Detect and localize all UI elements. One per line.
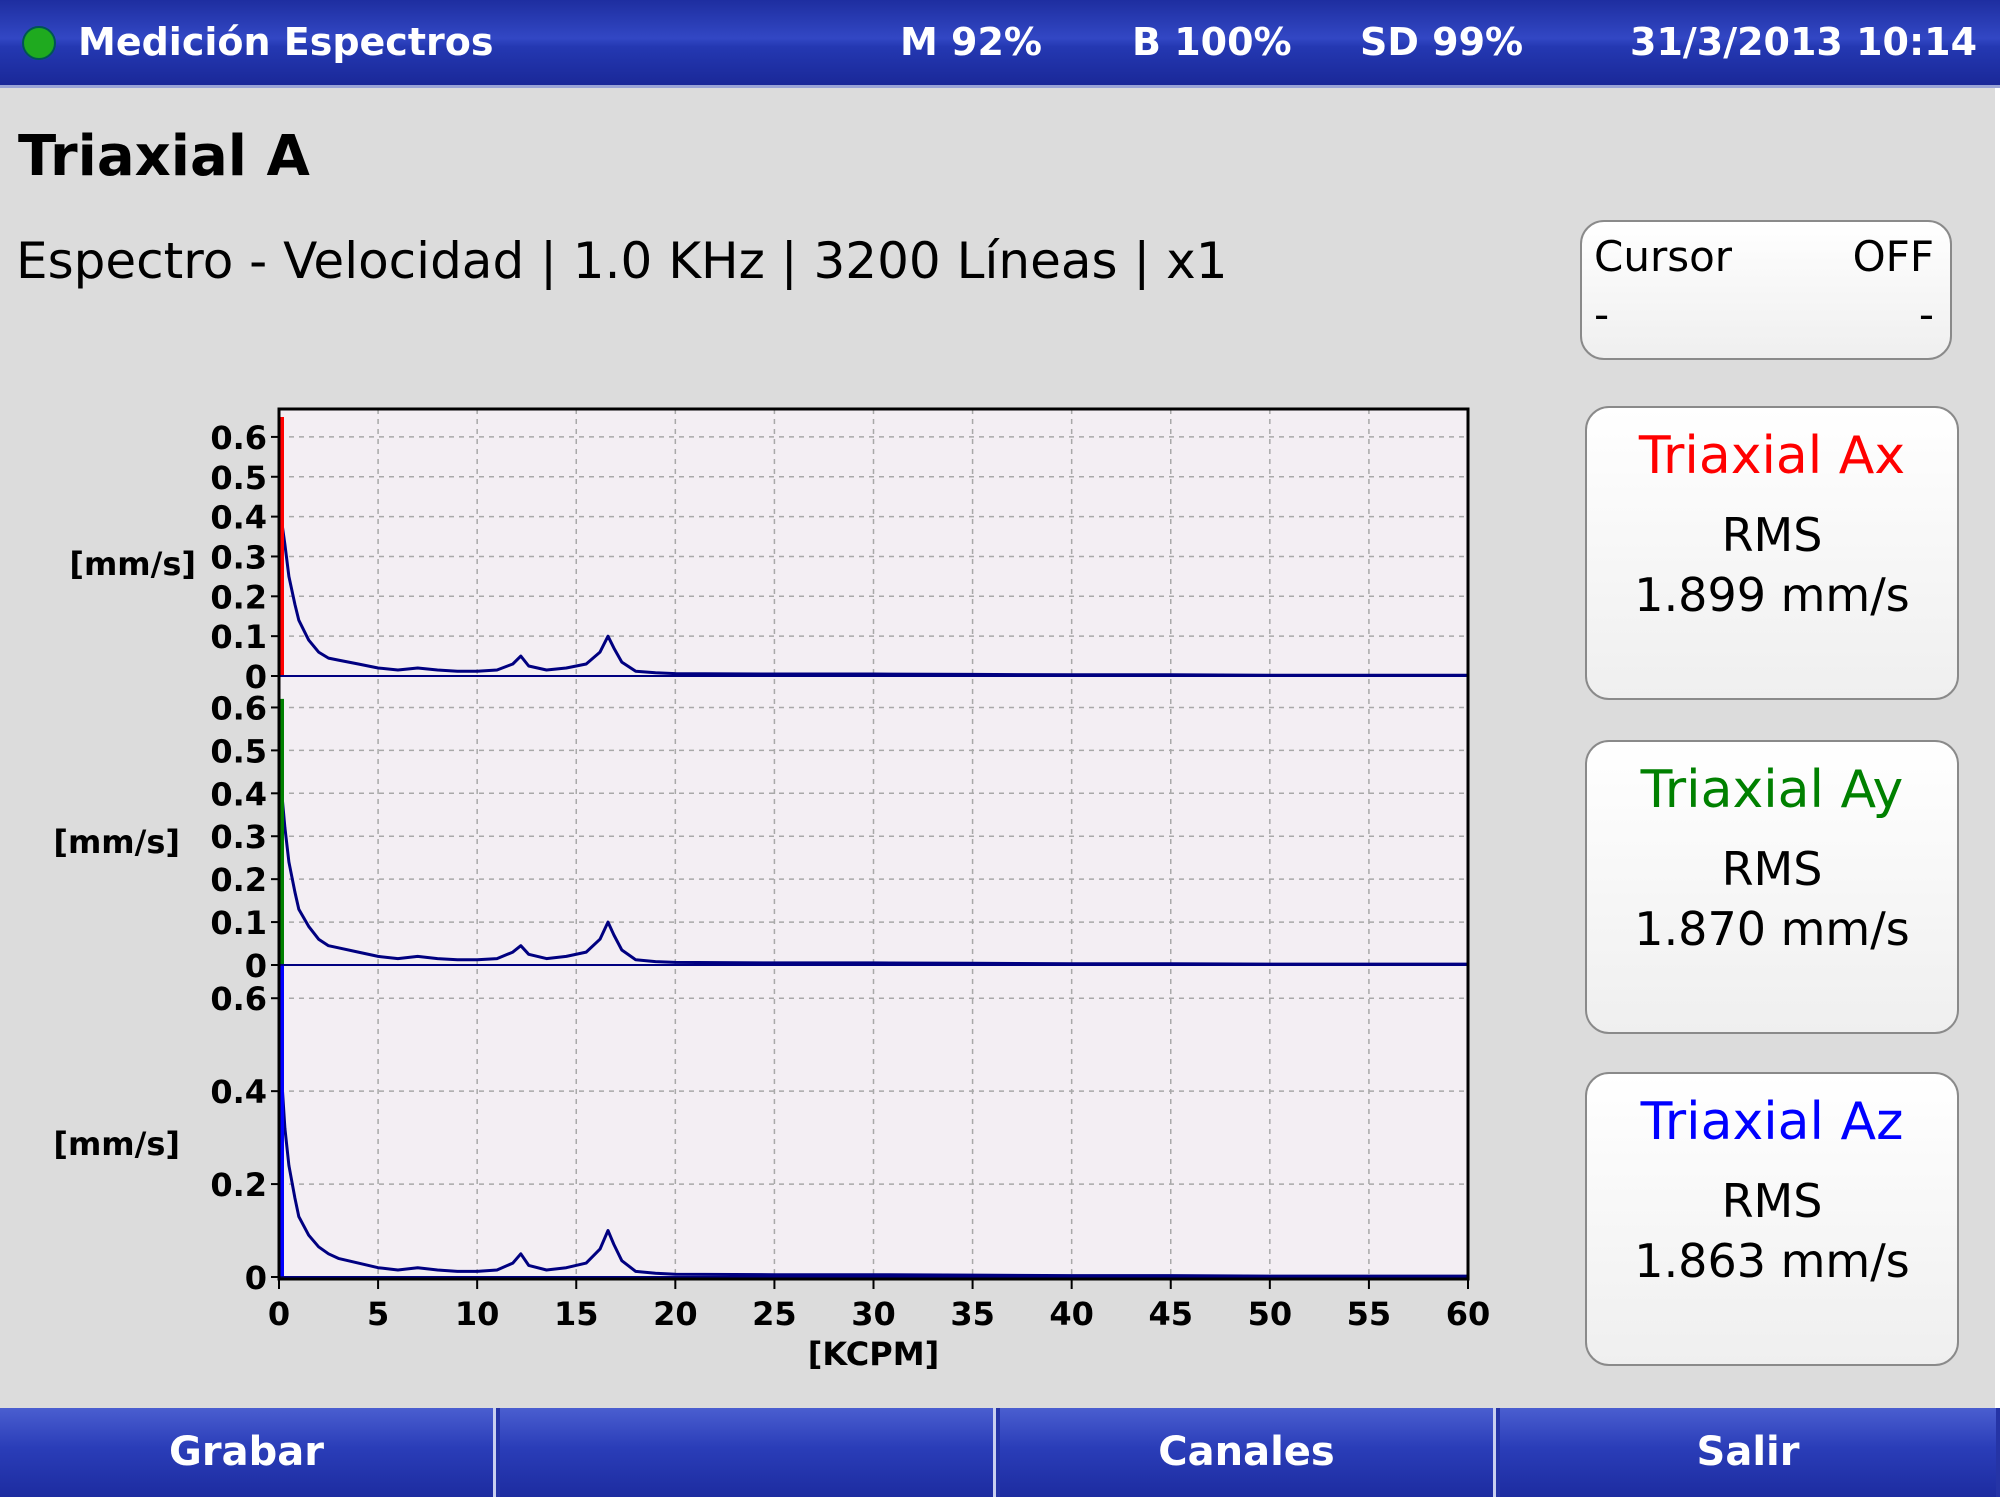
channel-value: 1.863 mm/s: [1634, 1234, 1910, 1288]
y-tick-label: 0.3: [210, 818, 267, 856]
y-tick-label: 0.6: [210, 689, 267, 727]
title-bar: Medición Espectros M 92% B 100% SD 99% 3…: [0, 0, 2000, 88]
x-tick-label: 25: [752, 1295, 797, 1333]
y-tick-label: 0.4: [210, 775, 267, 813]
salir-button[interactable]: Salir: [1500, 1408, 1996, 1497]
softkey-bar: Grabar Canales Salir: [0, 1408, 2000, 1497]
x-tick-label: 20: [653, 1295, 698, 1333]
channel-value: 1.899 mm/s: [1634, 568, 1910, 622]
channel-panel-ax[interactable]: Triaxial Ax RMS 1.899 mm/s: [1585, 406, 1959, 700]
status-indicator-icon: [22, 26, 56, 60]
channel-metric: RMS: [1721, 508, 1823, 562]
y-tick-label: 0: [245, 1259, 267, 1297]
channel-name: Triaxial Ay: [1640, 760, 1904, 820]
y-tick-label: 0: [245, 658, 267, 696]
x-tick-label: 60: [1446, 1295, 1491, 1333]
spectrum-line: [277, 998, 1468, 1278]
y-axis-label: [mm/s]: [53, 1125, 180, 1163]
x-tick-label: 55: [1347, 1295, 1392, 1333]
channel-panel-ay[interactable]: Triaxial Ay RMS 1.870 mm/s: [1585, 740, 1959, 1034]
channel-metric: RMS: [1721, 842, 1823, 896]
empty-softkey-button[interactable]: [500, 1408, 996, 1497]
y-tick-label: 0.2: [210, 861, 267, 899]
x-tick-label: 5: [367, 1295, 389, 1333]
y-tick-label: 0.4: [210, 499, 267, 537]
cursor-right-value: -: [1918, 290, 1934, 339]
x-tick-label: 15: [554, 1295, 599, 1333]
channel-name: Triaxial Az: [1640, 1092, 1904, 1152]
channel-value: 1.870 mm/s: [1634, 902, 1910, 956]
x-tick-label: 35: [950, 1295, 995, 1333]
x-tick-label: 50: [1248, 1295, 1293, 1333]
x-tick-label: 10: [455, 1295, 500, 1333]
cursor-state: OFF: [1852, 232, 1934, 281]
y-tick-label: 0.2: [210, 578, 267, 616]
x-tick-label: 30: [851, 1295, 896, 1333]
channel-name: Triaxial Ax: [1638, 426, 1906, 486]
x-tick-label: 45: [1148, 1295, 1193, 1333]
spectrum-line: [277, 456, 1468, 677]
datetime: 31/3/2013 10:14: [1630, 20, 1978, 64]
y-tick-label: 0.5: [210, 732, 267, 770]
cursor-left-value: -: [1594, 290, 1610, 339]
battery-status: B 100%: [1132, 20, 1292, 64]
y-axis-label: [mm/s]: [69, 545, 196, 583]
x-tick-label: 0: [268, 1295, 290, 1333]
y-tick-label: 0.2: [210, 1166, 267, 1204]
spectrum-line: [277, 715, 1468, 966]
grabar-button[interactable]: Grabar: [0, 1408, 496, 1497]
y-tick-label: 0.1: [210, 904, 267, 942]
y-tick-label: 0.3: [210, 538, 267, 576]
app-title: Medición Espectros: [78, 20, 494, 64]
canales-button[interactable]: Canales: [1000, 1408, 1496, 1497]
y-tick-label: 0.4: [210, 1073, 267, 1111]
y-tick-label: 0.5: [210, 459, 267, 497]
channel-metric: RMS: [1721, 1174, 1823, 1228]
y-tick-label: 0: [245, 947, 267, 985]
cursor-panel[interactable]: Cursor OFF - -: [1580, 220, 1952, 360]
screen-edge: [1995, 88, 2000, 1408]
y-axis-label: [mm/s]: [53, 823, 180, 861]
x-tick-label: 40: [1049, 1295, 1094, 1333]
channel-panel-az[interactable]: Triaxial Az RMS 1.863 mm/s: [1585, 1072, 1959, 1366]
sd-status: SD 99%: [1360, 20, 1524, 64]
y-tick-label: 0.1: [210, 618, 267, 656]
memory-status: M 92%: [900, 20, 1042, 64]
y-tick-label: 0.6: [210, 419, 267, 457]
y-tick-label: 0.6: [210, 980, 267, 1018]
spectrum-chart[interactable]: 00.10.20.30.40.50.6[mm/s]00.10.20.30.40.…: [0, 0, 2000, 1400]
page-title: Triaxial A: [18, 124, 310, 189]
cursor-label: Cursor: [1594, 232, 1733, 281]
x-axis-label: [KCPM]: [808, 1335, 939, 1373]
spectrum-settings: Espectro - Velocidad | 1.0 KHz | 3200 Lí…: [16, 232, 1228, 290]
